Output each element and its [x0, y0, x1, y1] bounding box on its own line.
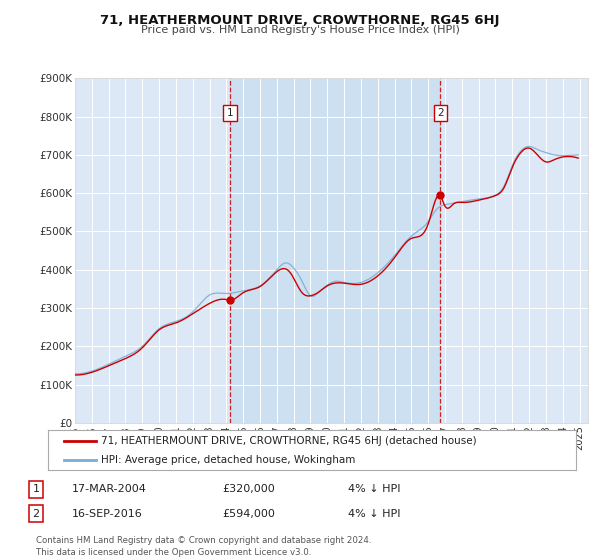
Text: Contains HM Land Registry data © Crown copyright and database right 2024.
This d: Contains HM Land Registry data © Crown c…: [36, 536, 371, 557]
Text: 4% ↓ HPI: 4% ↓ HPI: [348, 484, 401, 494]
Bar: [230, 78, 440, 423]
Text: Price paid vs. HM Land Registry's House Price Index (HPI): Price paid vs. HM Land Registry's House …: [140, 25, 460, 35]
Text: 2: 2: [32, 508, 40, 519]
Text: 1: 1: [227, 108, 233, 118]
Text: HPI: Average price, detached house, Wokingham: HPI: Average price, detached house, Woki…: [101, 455, 355, 464]
Text: 1: 1: [32, 484, 40, 494]
Text: £594,000: £594,000: [222, 508, 275, 519]
Text: 2: 2: [437, 108, 443, 118]
Text: £320,000: £320,000: [222, 484, 275, 494]
Text: 71, HEATHERMOUNT DRIVE, CROWTHORNE, RG45 6HJ (detached house): 71, HEATHERMOUNT DRIVE, CROWTHORNE, RG45…: [101, 436, 476, 446]
Text: 17-MAR-2004: 17-MAR-2004: [72, 484, 147, 494]
Text: 4% ↓ HPI: 4% ↓ HPI: [348, 508, 401, 519]
Text: 16-SEP-2016: 16-SEP-2016: [72, 508, 143, 519]
Text: 71, HEATHERMOUNT DRIVE, CROWTHORNE, RG45 6HJ: 71, HEATHERMOUNT DRIVE, CROWTHORNE, RG45…: [100, 14, 500, 27]
